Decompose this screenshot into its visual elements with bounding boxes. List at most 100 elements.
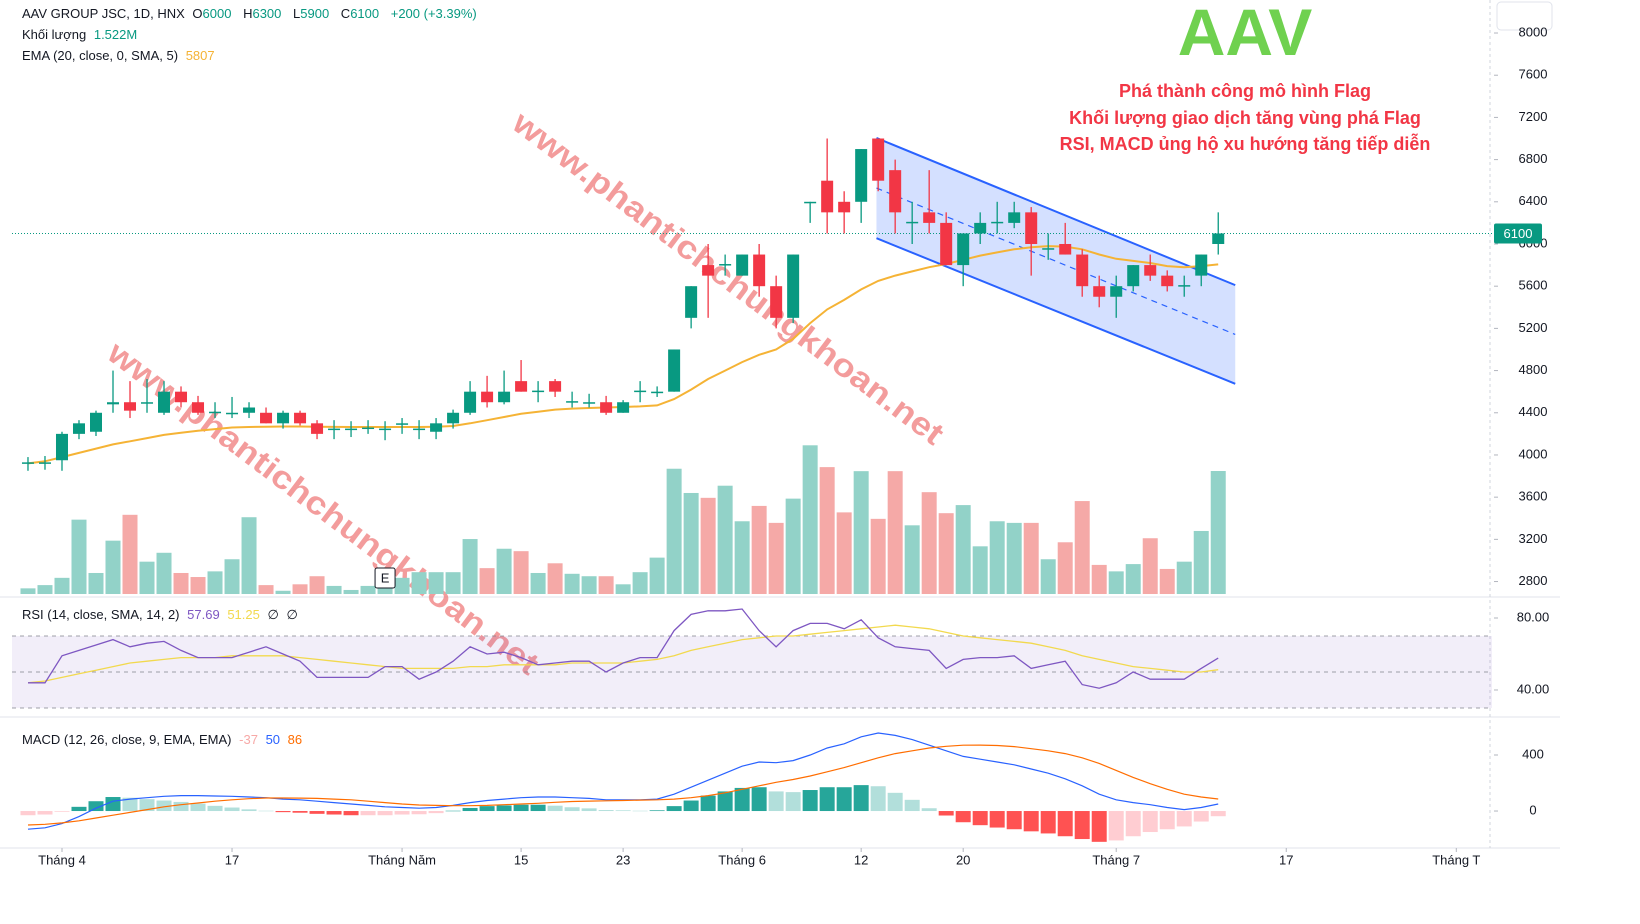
volume-bar [870, 518, 886, 594]
macd-histogram [496, 805, 512, 812]
event-label: E [381, 570, 390, 585]
y-tick-label: 5600 [1519, 278, 1548, 293]
macd-histogram [1176, 811, 1192, 827]
macd-histogram [853, 785, 869, 812]
volume-bar [275, 590, 291, 594]
macd-histogram [462, 807, 478, 812]
candle-body [277, 412, 290, 424]
candle-body [532, 390, 545, 393]
macd-histogram [819, 787, 835, 812]
candle-body [55, 433, 68, 461]
macd-histogram [904, 799, 920, 812]
macd-histogram [479, 806, 495, 812]
candle-body [974, 222, 987, 234]
candle-body [855, 149, 868, 202]
volume-bar [887, 471, 903, 594]
signal-value: 86 [287, 732, 303, 747]
price-label-box [1494, 223, 1542, 244]
macd-histogram [37, 811, 53, 815]
macd-histogram [581, 808, 597, 812]
macd-histogram [1125, 811, 1141, 837]
macd-histogram [275, 811, 291, 813]
candle-body [192, 402, 205, 413]
volume-bar [1023, 522, 1039, 594]
ohlc-label: L [293, 6, 301, 21]
annotation: AAV Phá thành công mô hình Flag Khối lượ… [1000, 0, 1490, 158]
ohlc-value: 6300 [252, 6, 282, 21]
volume-bar [1125, 564, 1141, 594]
volume-bar [122, 514, 138, 594]
candle-body [736, 254, 749, 276]
macd-histogram [1108, 811, 1124, 841]
y-tick-label: 5200 [1519, 320, 1548, 335]
ohlc-label: O [192, 6, 203, 21]
volume-bar [955, 505, 971, 594]
volume-bar [717, 485, 733, 594]
volume-bar [258, 585, 274, 594]
macd-histogram [1023, 811, 1039, 832]
legend-volume: Khối lượng 1.522M [22, 27, 141, 42]
macd-histogram [700, 795, 716, 812]
macd-histogram [1142, 811, 1158, 833]
x-tick-label: 17 [225, 852, 239, 867]
candle-body [566, 401, 579, 403]
macd-histogram [666, 806, 682, 812]
symbol: AAV GROUP JSC, 1D, HNX [22, 6, 185, 21]
candle-body [21, 462, 34, 464]
volume-bar [989, 521, 1005, 594]
volume-bar [683, 492, 699, 594]
candle-body [940, 222, 953, 266]
y-tick-label: 400 [1522, 746, 1544, 761]
candle-body [617, 402, 630, 413]
candle-body [89, 412, 102, 432]
macd-histogram [71, 806, 87, 812]
candle-body [124, 402, 137, 411]
macd-histogram [411, 811, 427, 815]
channel-mid [876, 187, 1236, 336]
candle-body [311, 423, 324, 434]
y-tick-label: 6400 [1519, 193, 1548, 208]
y-tick-label: 0 [1529, 802, 1536, 817]
macd-histogram [683, 800, 699, 812]
x-tick-label: Tháng Năm [368, 852, 436, 867]
volume-bar [1193, 530, 1209, 594]
volume-bar [462, 539, 478, 594]
candle-body [923, 212, 936, 223]
macd-line [27, 732, 1219, 830]
volume-bar [105, 540, 121, 594]
candle-body [38, 462, 51, 464]
macd-histogram [530, 804, 546, 812]
macd-histogram [989, 811, 1005, 828]
volume-bar [1210, 470, 1226, 594]
volume-bar [20, 588, 36, 594]
macd-histogram [207, 805, 223, 812]
macd-histogram [632, 810, 648, 812]
macd-histogram [955, 811, 971, 823]
channel-line [876, 237, 1236, 385]
candle-body [141, 402, 154, 404]
candle-body [957, 233, 970, 266]
candle-body [464, 391, 477, 413]
macd-histogram [394, 811, 410, 815]
candle-body [1008, 212, 1021, 223]
y-tick-label: 3600 [1519, 489, 1548, 504]
macd-histogram [938, 811, 954, 816]
volume-bar [547, 563, 563, 594]
volume-bar [1159, 568, 1175, 594]
candle-body [379, 428, 392, 431]
volume-bar [598, 576, 614, 594]
macd-histogram [870, 786, 886, 812]
watermark: www.phantichchungkhoan.net [100, 333, 546, 682]
y-tick-label: 3200 [1519, 531, 1548, 546]
y-tick-label: 6800 [1519, 151, 1548, 166]
channel-line [876, 137, 1236, 287]
candle-body [600, 402, 613, 413]
macd-histogram [921, 808, 937, 812]
candle-body [396, 423, 409, 425]
macd-histogram [20, 811, 36, 816]
macd-histogram [1057, 811, 1073, 837]
volume-bar [37, 585, 53, 594]
volume-bar [530, 572, 546, 594]
ohlc-value: 5900 [300, 6, 330, 21]
